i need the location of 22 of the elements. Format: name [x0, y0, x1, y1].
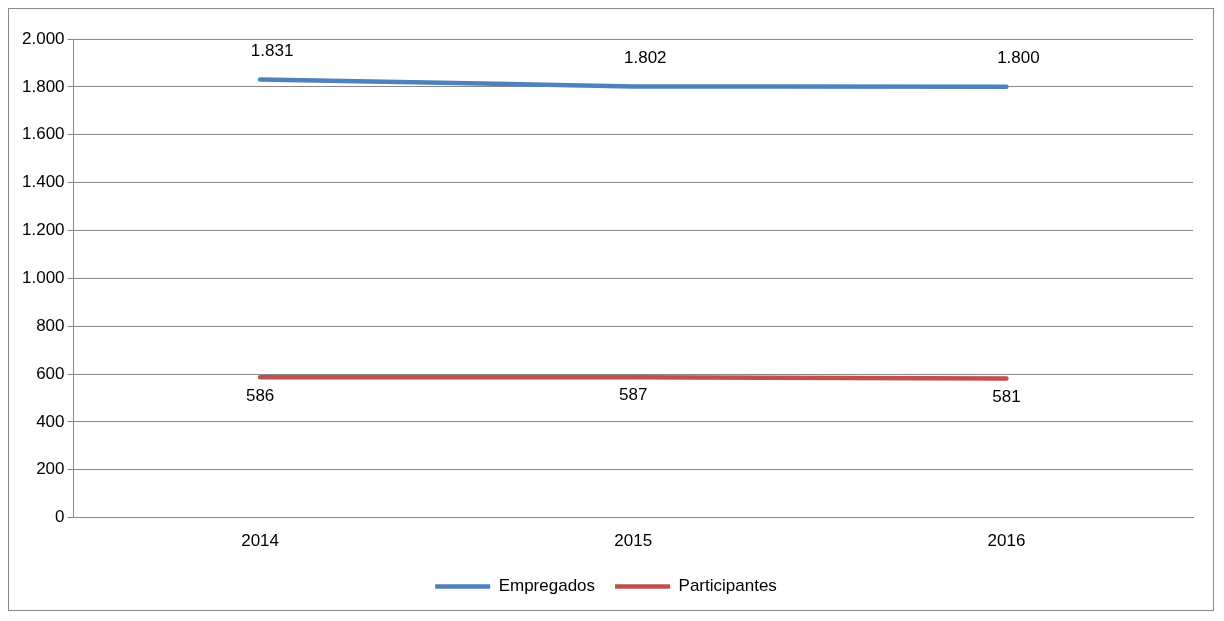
y-tick-label: 600 — [36, 363, 65, 383]
y-tick-label: 200 — [36, 459, 65, 479]
x-tick-label: 2014 — [241, 531, 280, 551]
y-tick-label: 2.000 — [21, 28, 65, 48]
y-tick-label: 1.800 — [21, 76, 65, 96]
legend-label: Participantes — [678, 576, 777, 596]
y-tick-label: 0 — [55, 507, 65, 527]
y-tick-label: 400 — [36, 411, 65, 431]
data-label: 1.831 — [250, 40, 294, 60]
data-label: 581 — [992, 386, 1021, 406]
data-label: 1.802 — [624, 47, 667, 67]
x-tick-label: 2015 — [614, 531, 653, 551]
y-tick-label: 1.000 — [21, 267, 65, 287]
y-tick-label: 800 — [36, 315, 65, 335]
y-tick-label: 1.600 — [21, 124, 65, 144]
legend-label: Empregados — [498, 576, 596, 596]
data-label: 586 — [245, 385, 275, 405]
y-tick-label: 1.200 — [21, 220, 65, 240]
data-label: 587 — [619, 385, 648, 405]
y-tick-label: 1.400 — [21, 172, 65, 192]
data-label: 1.800 — [997, 48, 1040, 68]
x-tick-label: 2016 — [987, 531, 1026, 551]
